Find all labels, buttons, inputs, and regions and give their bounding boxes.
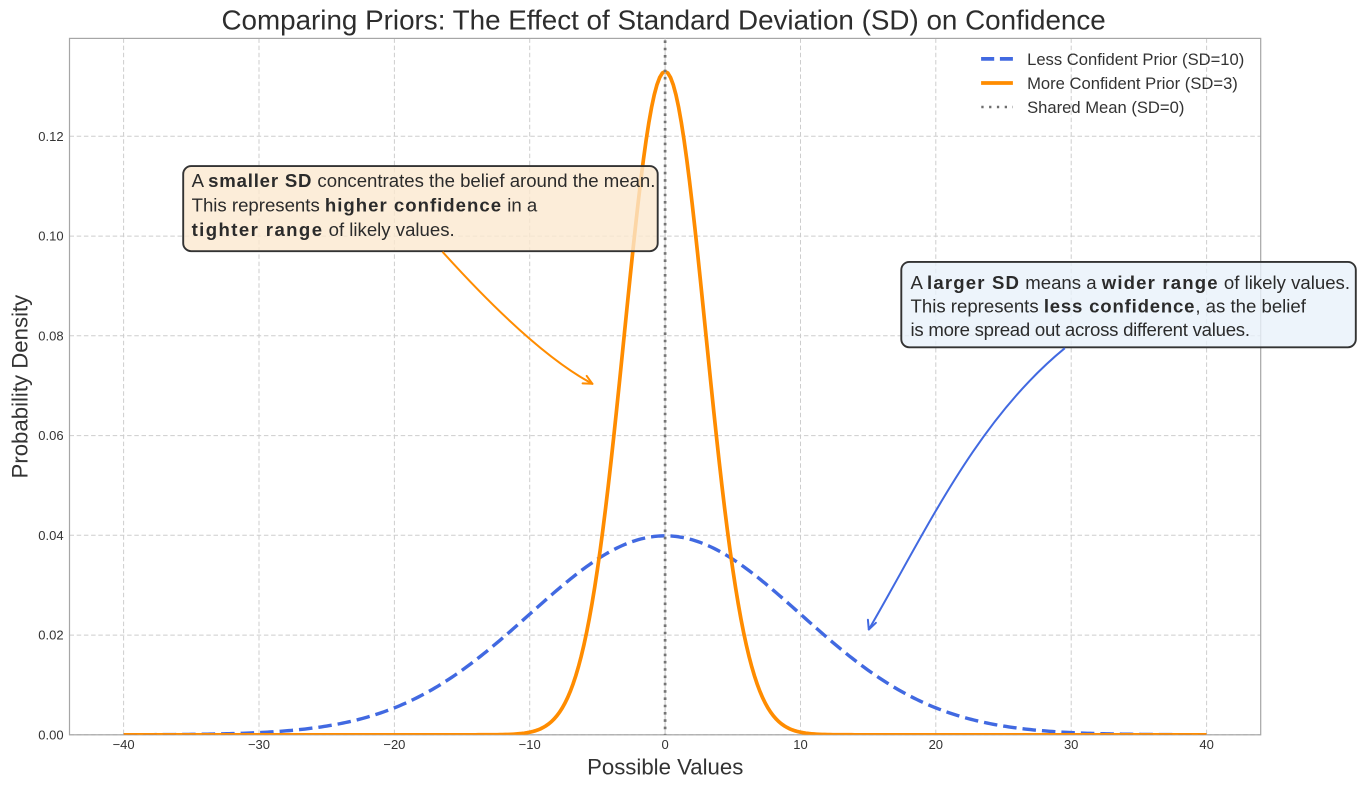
svg-text:A smaller SD concentrates the: A smaller SD concentrates the belief aro… [192, 170, 656, 191]
svg-text:More Confident Prior (SD=3): More Confident Prior (SD=3) [1027, 74, 1238, 93]
svg-text:Possible Values: Possible Values [587, 754, 743, 779]
svg-text:−30: −30 [248, 737, 270, 752]
svg-text:is more spread out across diff: is more spread out across different valu… [911, 319, 1250, 340]
svg-text:tighter range of likely values: tighter range of likely values. [192, 219, 455, 240]
svg-text:0.10: 0.10 [38, 229, 63, 244]
svg-text:This represents higher confide: This represents higher confidence in a [192, 195, 538, 216]
svg-text:Probability Density: Probability Density [8, 294, 33, 479]
svg-text:40: 40 [1199, 737, 1213, 752]
svg-text:Shared Mean (SD=0): Shared Mean (SD=0) [1027, 98, 1184, 117]
svg-text:30: 30 [1064, 737, 1078, 752]
svg-text:0: 0 [661, 737, 668, 752]
svg-text:0.02: 0.02 [38, 628, 63, 643]
svg-text:Less Confident Prior (SD=10): Less Confident Prior (SD=10) [1027, 50, 1244, 69]
svg-text:0.08: 0.08 [38, 328, 63, 343]
svg-text:10: 10 [793, 737, 807, 752]
svg-text:−40: −40 [113, 737, 135, 752]
svg-text:0.04: 0.04 [38, 528, 63, 543]
svg-text:−20: −20 [383, 737, 405, 752]
svg-text:A larger SD means a wider rang: A larger SD means a wider range of likel… [911, 272, 1351, 293]
svg-text:0.06: 0.06 [38, 428, 63, 443]
svg-text:0.00: 0.00 [38, 727, 63, 742]
svg-text:This represents less confidenc: This represents less confidence, as the … [911, 295, 1307, 316]
svg-text:−10: −10 [519, 737, 541, 752]
svg-text:0.12: 0.12 [38, 129, 63, 144]
svg-text:20: 20 [929, 737, 943, 752]
svg-text:Comparing Priors: The Effect o: Comparing Priors: The Effect of Standard… [221, 5, 1105, 36]
